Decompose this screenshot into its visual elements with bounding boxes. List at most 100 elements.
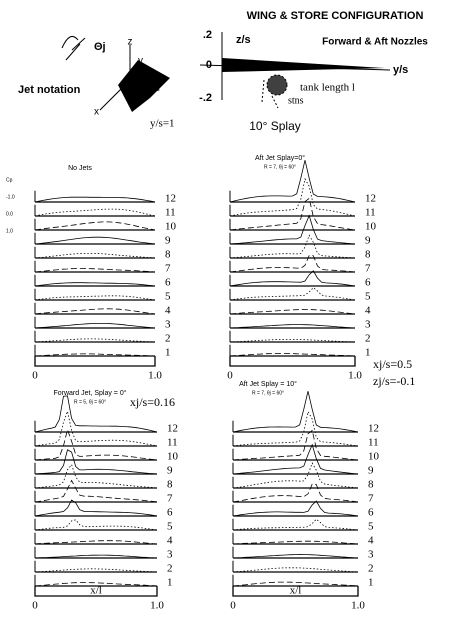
station-label: 8 bbox=[165, 249, 171, 261]
z-tick: 0 bbox=[206, 59, 212, 71]
span-label: y/s=1 bbox=[150, 118, 175, 130]
station-curve bbox=[34, 353, 156, 357]
panel-params: R = 5, θj = 60° bbox=[74, 399, 106, 405]
station-label: 7 bbox=[167, 493, 173, 505]
station-label: 6 bbox=[165, 277, 171, 289]
station-curve bbox=[229, 160, 356, 203]
theta: Θj bbox=[94, 41, 106, 53]
station-curve bbox=[34, 463, 158, 489]
station-label: 5 bbox=[368, 521, 374, 533]
station-label: 2 bbox=[165, 333, 171, 345]
station-curve bbox=[34, 236, 156, 245]
z-tick: .2 bbox=[203, 29, 212, 41]
station-curve bbox=[34, 554, 158, 559]
y-label: y/s bbox=[393, 64, 408, 76]
y-axis-label: 0.0 bbox=[6, 211, 13, 217]
x-tick-label: 1.0 bbox=[148, 370, 162, 382]
station-label: 2 bbox=[167, 563, 173, 575]
x-tick-label: 0 bbox=[227, 370, 233, 382]
station-curve bbox=[34, 338, 156, 343]
station-curve bbox=[34, 568, 158, 573]
station-curve bbox=[34, 253, 156, 259]
station-curve bbox=[34, 208, 156, 217]
station-curve bbox=[232, 518, 359, 531]
x-axis-frame bbox=[232, 586, 359, 597]
station-curve bbox=[229, 309, 356, 315]
x-tick-label: 1.0 bbox=[348, 370, 362, 382]
store bbox=[266, 74, 288, 96]
station-curve bbox=[229, 270, 356, 287]
station-curve bbox=[34, 268, 156, 273]
title: WING & STORE CONFIGURATION bbox=[247, 10, 424, 22]
station-label: 10 bbox=[167, 451, 179, 463]
station-curve bbox=[232, 581, 359, 587]
station-label: 4 bbox=[165, 305, 171, 317]
splay-label: 10° Splay bbox=[249, 119, 301, 133]
station-label: 12 bbox=[368, 423, 379, 435]
x-axis-frame bbox=[229, 356, 356, 367]
x-axis-label: x/l bbox=[90, 585, 102, 597]
station-curve bbox=[229, 177, 356, 217]
x-tick-label: 0 bbox=[32, 600, 38, 612]
station-label: 3 bbox=[165, 319, 171, 331]
station-curve bbox=[229, 214, 356, 245]
station-label: 3 bbox=[167, 549, 173, 561]
x-tick-label: 0 bbox=[32, 370, 38, 382]
station-label: 12 bbox=[167, 423, 178, 435]
station-label: 6 bbox=[365, 277, 371, 289]
station-label: 9 bbox=[365, 235, 371, 247]
tank-label: tank length l bbox=[300, 82, 355, 94]
station-label: 11 bbox=[365, 207, 376, 219]
station-curve bbox=[232, 391, 359, 433]
station-curve bbox=[232, 462, 359, 489]
station-label: 7 bbox=[165, 263, 171, 275]
panel-note: xj/s=0.5 bbox=[373, 357, 412, 371]
station-curve bbox=[34, 499, 158, 517]
x-arrow bbox=[99, 79, 131, 111]
panel-title: No Jets bbox=[68, 165, 92, 172]
stations-label: stns bbox=[288, 95, 304, 106]
y-sym: y bbox=[138, 56, 143, 67]
station-label: 9 bbox=[368, 465, 374, 477]
station-curve bbox=[34, 323, 156, 329]
station-label: 1 bbox=[365, 347, 371, 359]
station-label: 1 bbox=[165, 347, 171, 359]
station-label: 10 bbox=[165, 221, 177, 233]
station-curve bbox=[232, 500, 359, 517]
panel-title: Forward Jet, Splay = 0° bbox=[53, 389, 126, 397]
station-label: 1 bbox=[167, 577, 173, 589]
station-curve bbox=[34, 282, 156, 287]
y-axis-label: 1.0 bbox=[6, 228, 13, 234]
station-label: 5 bbox=[365, 291, 371, 303]
station-curve bbox=[34, 449, 158, 475]
station-label: 12 bbox=[365, 193, 376, 205]
station-curve bbox=[34, 295, 156, 301]
station-label: 5 bbox=[165, 291, 171, 303]
y-axis-label: Cp bbox=[6, 177, 13, 183]
z-tick: -.2 bbox=[199, 92, 212, 104]
airplane-wing bbox=[130, 78, 160, 100]
panel-note: zj/s=-0.1 bbox=[373, 374, 415, 388]
station-label: 6 bbox=[167, 507, 173, 519]
station-curve bbox=[232, 410, 359, 447]
station-label: 10 bbox=[365, 221, 377, 233]
station-label: 3 bbox=[368, 549, 374, 561]
y-arrow bbox=[129, 64, 146, 81]
station-label: 7 bbox=[365, 263, 371, 275]
station-curve bbox=[229, 324, 356, 329]
station-curve bbox=[34, 540, 158, 545]
x-tick-label: 0 bbox=[230, 600, 236, 612]
station-curve bbox=[34, 409, 158, 447]
station-curve bbox=[229, 287, 356, 301]
station-curve bbox=[232, 540, 359, 545]
station-label: 4 bbox=[167, 535, 173, 547]
x-axis-frame bbox=[34, 356, 156, 367]
x-axis-frame bbox=[34, 586, 158, 597]
station-curve bbox=[34, 428, 158, 461]
station-label: 2 bbox=[368, 563, 374, 575]
station-curve bbox=[232, 554, 359, 559]
station-curve bbox=[34, 308, 156, 315]
station-label: 10 bbox=[368, 451, 380, 463]
station-curve bbox=[34, 479, 158, 503]
station-curve bbox=[34, 221, 156, 231]
